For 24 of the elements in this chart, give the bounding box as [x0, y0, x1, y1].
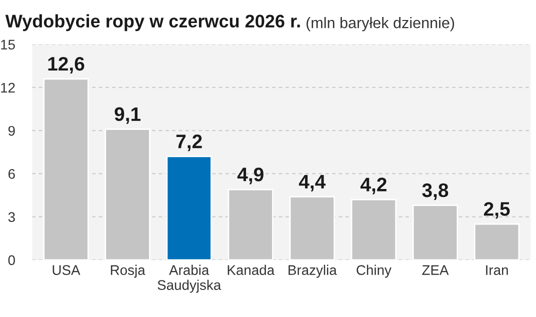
data-label: 4,4	[298, 174, 326, 192]
chart-subtitle: (mln baryłek dziennie)	[306, 17, 454, 32]
data-label: 7,2	[176, 134, 202, 152]
x-tick-label: USA	[52, 265, 80, 276]
data-label: 4,9	[237, 168, 264, 184]
y-tick-label: 6	[8, 169, 15, 179]
data-label: 9,1	[114, 107, 141, 124]
y-tick-label: 3	[8, 212, 15, 222]
data-label: 12,6	[48, 56, 84, 74]
chart-title: Wydobycie ropy w czerwcu 2026 r.	[5, 14, 300, 32]
x-tick-label: Arabia Saudyjska	[158, 264, 222, 293]
y-tick-label: 12	[1, 82, 15, 93]
y-tick-label: 0	[8, 255, 15, 266]
data-label: 3,8	[422, 183, 448, 200]
data-label: 2,5	[484, 202, 510, 219]
x-tick-label: Rosja	[110, 264, 146, 278]
x-tick-label: Brazylia	[288, 264, 337, 278]
y-tick-label: 9	[8, 126, 15, 136]
y-tick-label: 15	[1, 40, 15, 50]
x-tick-label: ZEA	[422, 265, 449, 275]
x-tick-label: Chiny	[356, 264, 392, 278]
data-label: 4,2	[360, 178, 386, 194]
x-tick-label: Iran	[486, 265, 508, 276]
x-tick-label: Kanada	[228, 264, 275, 276]
